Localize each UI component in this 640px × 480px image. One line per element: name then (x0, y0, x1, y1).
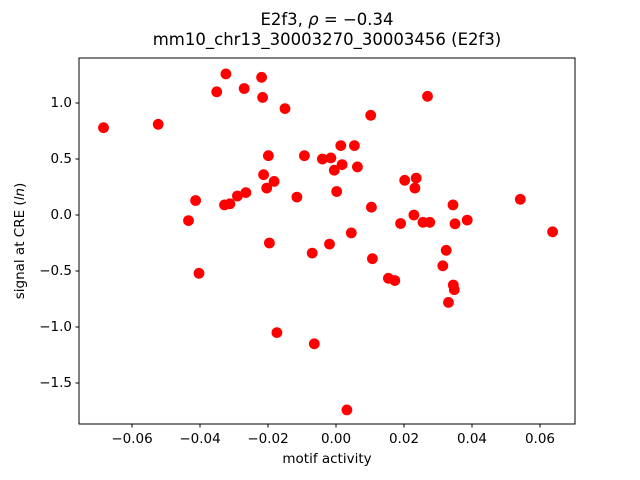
data-point (341, 404, 353, 416)
data-point (279, 103, 291, 114)
data-point (335, 140, 347, 152)
data-point (257, 92, 268, 103)
data-point (256, 71, 267, 83)
data-point (447, 199, 459, 211)
chart-title: E2f3, ρ = −0.34 (79, 10, 575, 30)
y-tick-label: 0.5 (50, 151, 72, 168)
data-point (98, 122, 109, 134)
data-point (211, 86, 223, 98)
data-point (193, 267, 205, 279)
data-point (366, 201, 377, 213)
data-point (437, 260, 449, 272)
data-point (299, 150, 310, 162)
data-point (232, 190, 243, 202)
data-point (240, 187, 252, 199)
y-tick-label: 1.0 (50, 95, 72, 112)
data-point (258, 169, 269, 181)
rho-symbol: ρ (308, 10, 319, 29)
data-point (331, 186, 343, 197)
data-point (190, 195, 202, 206)
chart-title-prefix: E2f3, (260, 10, 309, 29)
data-point (349, 140, 360, 152)
y-tick-label: 0.0 (50, 207, 72, 224)
data-point (395, 218, 406, 229)
data-point (263, 150, 274, 162)
data-point (389, 275, 401, 286)
data-point (514, 193, 526, 205)
x-tick-label: 0.04 (456, 431, 488, 447)
data-point (291, 191, 303, 203)
data-point (238, 83, 250, 94)
data-point (152, 118, 164, 130)
y-axis-label: signal at CRE (ln) (12, 183, 28, 300)
data-point (448, 284, 460, 296)
data-point (547, 226, 558, 238)
y-axis-label-italic: ln (12, 187, 28, 201)
axes-spines (78, 57, 576, 425)
data-point (409, 182, 421, 194)
data-point (399, 174, 411, 186)
data-point (449, 218, 461, 230)
data-point (324, 238, 335, 250)
data-point (365, 109, 377, 121)
data-point (336, 159, 348, 171)
data-point (408, 209, 420, 221)
data-point (410, 172, 422, 184)
data-point (261, 182, 273, 194)
y-tick-label: −0.5 (39, 263, 72, 279)
data-point (422, 90, 433, 102)
data-point (440, 244, 452, 256)
data-point (352, 161, 363, 173)
data-point (317, 153, 328, 165)
data-point (367, 253, 378, 265)
data-point (183, 215, 194, 227)
data-point (325, 152, 337, 164)
data-point (328, 164, 340, 176)
y-axis-label-suffix: ) (12, 182, 28, 188)
y-tick-label: −1.5 (39, 375, 72, 391)
data-point (224, 198, 236, 210)
data-point (271, 327, 283, 338)
chart-subtitle: mm10_chr13_30003270_30003456 (E2f3) (152, 30, 502, 49)
data-point (220, 68, 232, 80)
x-tick-label: −0.06 (111, 431, 153, 447)
y-tick-label: −1.0 (39, 319, 72, 335)
x-tick-label: −0.02 (247, 431, 289, 447)
x-tick-label: 0.06 (524, 431, 555, 447)
chart-title-suffix: = −0.34 (318, 10, 394, 29)
y-axis-label-prefix: signal at CRE ( (12, 200, 28, 300)
data-point (461, 214, 473, 226)
data-point (443, 297, 454, 308)
data-point (345, 227, 357, 239)
data-point (308, 338, 320, 350)
x-axis-label: motif activity (282, 451, 372, 467)
data-point (424, 216, 436, 228)
x-tick-label: −0.04 (179, 431, 221, 447)
x-tick-label: 0.00 (320, 431, 352, 447)
data-point (306, 247, 318, 259)
data-point (268, 176, 280, 187)
chart-title-block: E2f3, ρ = −0.34 mm10_chr13_30003270_3000… (79, 10, 575, 50)
x-tick-label: 0.02 (388, 431, 420, 447)
data-point (264, 237, 275, 249)
